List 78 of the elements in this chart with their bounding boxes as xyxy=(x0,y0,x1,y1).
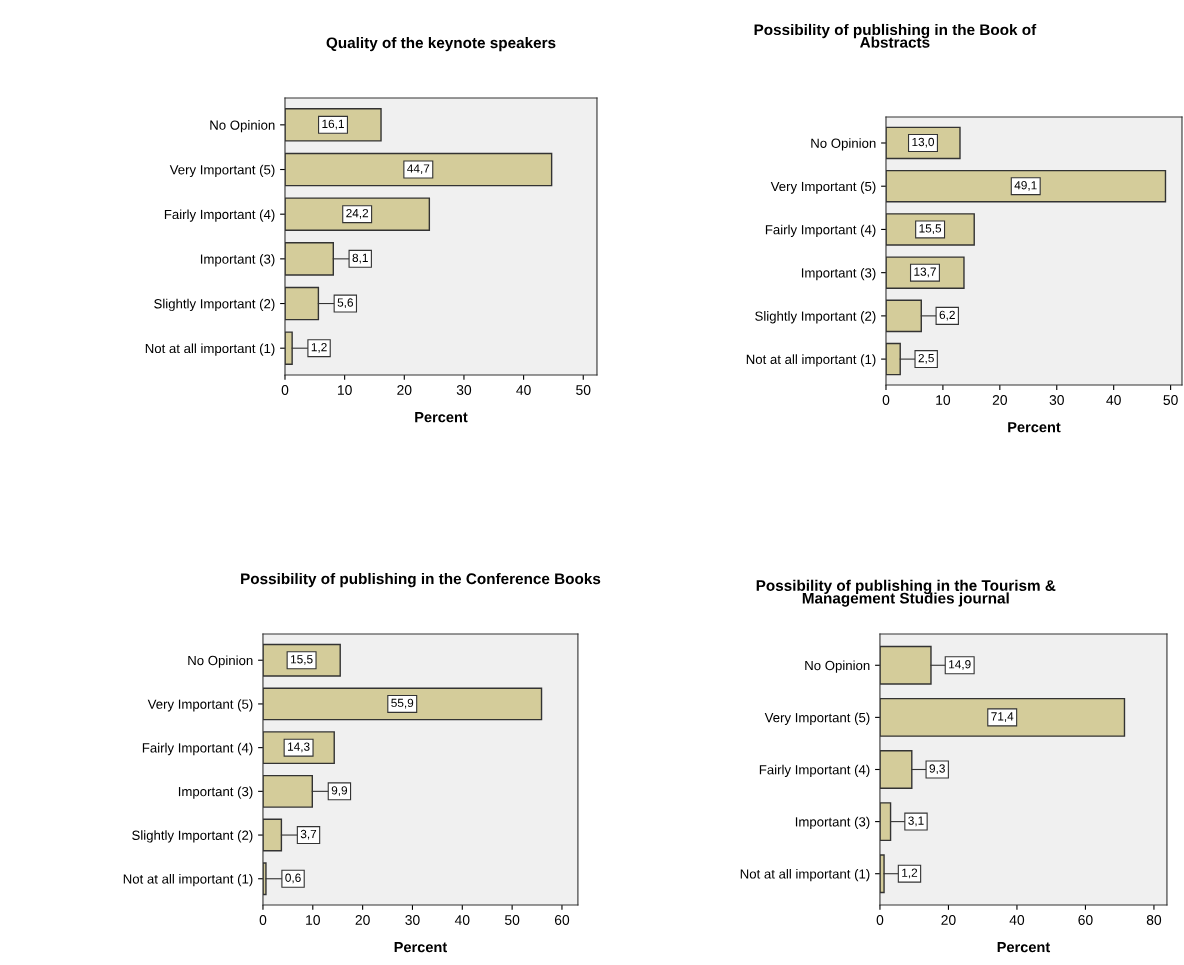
y-tick-label: Very Important (5) xyxy=(764,712,870,725)
x-tick-label: 50 xyxy=(576,385,591,395)
chart-title: Possibility of publishing in the Tourism & Management Studies journal xyxy=(756,579,1056,607)
data-label: 5,6 xyxy=(337,298,354,309)
data-label: 0,6 xyxy=(285,873,301,884)
y-tick-label: Very Important (5) xyxy=(770,181,876,194)
x-tick-label: 60 xyxy=(1078,915,1093,925)
y-tick-label: Important (3) xyxy=(795,816,870,830)
y-tick-label: No Opinion xyxy=(805,660,870,673)
y-tick-label: Fairly Important (4) xyxy=(765,224,876,237)
data-label: 8,1 xyxy=(352,253,368,264)
x-tick-label: 0 xyxy=(281,385,289,395)
data-label: 9,3 xyxy=(929,764,945,775)
data-label: 3,1 xyxy=(908,816,924,827)
y-tick-label: Important (3) xyxy=(801,267,876,281)
data-label: 2,5 xyxy=(918,353,934,364)
data-label: 13,0 xyxy=(912,137,935,148)
y-tick-label: Slightly Important (2) xyxy=(154,298,275,312)
chart-title: Quality of the keynote speakers xyxy=(326,36,556,52)
chart-title: Possibility of publishing in the Book of Abstracts xyxy=(754,23,1037,48)
data-label: 13,7 xyxy=(914,267,936,278)
x-tick-label: 20 xyxy=(355,915,370,925)
data-label: 15,5 xyxy=(291,655,313,665)
y-tick-label: Slightly Important (2) xyxy=(755,311,876,324)
x-axis-title: Percent xyxy=(415,412,468,423)
x-tick-label: 20 xyxy=(941,915,956,925)
y-tick-label: No Opinion xyxy=(210,120,275,133)
data-label: 14,9 xyxy=(949,660,971,670)
y-tick-label: Important (3) xyxy=(178,786,253,799)
data-label: 6,2 xyxy=(939,310,955,321)
data-label: 16,1 xyxy=(322,119,344,130)
data-label: 14,3 xyxy=(288,742,310,753)
x-tick-label: 0 xyxy=(882,395,890,405)
y-tick-label: Very Important (5) xyxy=(147,699,253,712)
x-tick-label: 50 xyxy=(504,915,520,925)
data-label: 55,9 xyxy=(391,698,414,709)
y-tick-label: Not at all important (1) xyxy=(746,354,876,367)
y-tick-label: Important (3) xyxy=(200,254,275,267)
y-tick-label: Fairly Important (4) xyxy=(164,209,275,222)
y-tick-label: No Opinion xyxy=(811,138,876,151)
y-tick-label: Fairly Important (4) xyxy=(759,764,870,778)
y-tick-label: No Opinion xyxy=(188,655,253,668)
data-label: 71,4 xyxy=(991,712,1014,722)
x-axis-title: Percent xyxy=(997,942,1051,953)
data-label: 3,7 xyxy=(300,829,317,840)
y-tick-label: Slightly Important (2) xyxy=(132,830,253,843)
data-label: 1,2 xyxy=(902,868,918,879)
x-tick-label: 20 xyxy=(397,385,412,395)
x-tick-label: 0 xyxy=(259,915,267,925)
x-tick-label: 10 xyxy=(936,395,951,405)
x-tick-label: 40 xyxy=(516,385,531,395)
x-tick-label: 10 xyxy=(337,385,352,395)
data-label: 49,1 xyxy=(1014,181,1037,191)
y-tick-label: Very Important (5) xyxy=(169,164,275,178)
x-tick-label: 30 xyxy=(405,915,420,925)
x-tick-label: 40 xyxy=(1009,915,1025,925)
data-label: 15,5 xyxy=(919,224,942,234)
data-label: 1,2 xyxy=(311,343,327,353)
x-axis-title: Percent xyxy=(394,942,448,953)
x-tick-label: 80 xyxy=(1146,915,1162,925)
x-tick-label: 50 xyxy=(1163,395,1178,405)
x-tick-label: 40 xyxy=(1106,395,1121,405)
chart-title: Possibility of publishing in the Conference Books xyxy=(241,572,601,588)
x-tick-label: 30 xyxy=(1049,395,1064,405)
x-axis-title: Percent xyxy=(1008,422,1061,433)
x-tick-label: 10 xyxy=(306,915,320,925)
data-label: 9,9 xyxy=(331,786,348,796)
x-tick-label: 30 xyxy=(456,385,472,395)
y-tick-label: Not at all important (1) xyxy=(145,343,275,356)
x-tick-label: 20 xyxy=(992,395,1008,405)
x-tick-label: 60 xyxy=(554,915,570,925)
y-tick-label: Fairly Important (4) xyxy=(142,742,253,756)
y-tick-label: Not at all important (1) xyxy=(740,868,870,882)
y-tick-label: Not at all important (1) xyxy=(123,873,253,887)
x-tick-label: 40 xyxy=(454,915,470,925)
data-label: 44,7 xyxy=(407,164,430,175)
data-label: 24,2 xyxy=(346,209,369,219)
x-tick-label: 0 xyxy=(876,915,884,925)
